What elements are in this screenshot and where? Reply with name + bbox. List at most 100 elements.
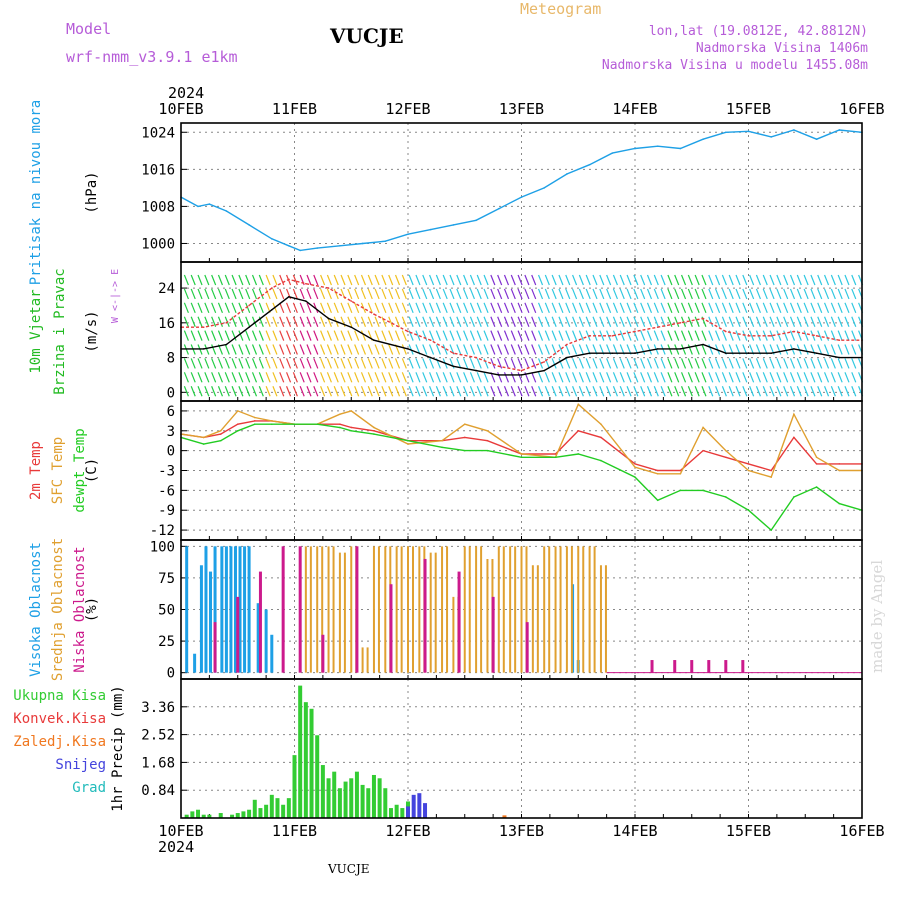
wind-barb [435, 386, 441, 397]
wind-barb [422, 372, 428, 383]
data-point [248, 304, 250, 307]
wind-barb [469, 358, 475, 369]
wind-barb [258, 330, 264, 341]
wind-barb [320, 344, 326, 355]
wind-barb [381, 386, 387, 397]
wind-barb [333, 302, 339, 314]
x-tick-label-bottom: 13FEB [499, 822, 544, 840]
wind-barb [463, 330, 469, 341]
data-point [702, 343, 704, 346]
wind-barb [721, 288, 727, 300]
wind-barb [803, 372, 809, 383]
wind-barb [687, 358, 693, 369]
data-point [463, 423, 466, 425]
wind-barb [463, 302, 469, 314]
wind-barb [803, 302, 809, 314]
wind-barb [449, 288, 455, 300]
wind-barb [674, 288, 680, 300]
data-point [770, 529, 772, 531]
wind-barb [401, 386, 407, 397]
wind-barb [422, 316, 428, 327]
data-point [361, 242, 364, 245]
wind-barb [803, 330, 809, 341]
wind-barb [762, 358, 768, 369]
wind-barb [769, 372, 775, 383]
series-line-temperature-0 [180, 420, 862, 472]
data-point [770, 335, 772, 337]
wind-barb [422, 274, 428, 286]
wind-barb [572, 274, 578, 286]
wind-barb [367, 386, 373, 397]
wind-barb [490, 344, 496, 355]
wind-barb [442, 316, 448, 327]
data-point [600, 423, 602, 425]
wind-barb [578, 302, 584, 314]
wind-barb [789, 358, 796, 369]
wind-barb [374, 302, 380, 314]
wind-barb [279, 358, 285, 369]
wind-barb [510, 330, 516, 341]
wind-barb [313, 274, 319, 286]
wind-barb [415, 358, 421, 369]
wind-barb [374, 316, 380, 327]
wind-barb [510, 274, 516, 286]
bar [406, 806, 410, 818]
wind-barb [660, 358, 666, 369]
wind-barb [715, 330, 721, 341]
wind-barb [687, 372, 693, 383]
wind-barb [708, 344, 714, 355]
wind-barb [285, 386, 292, 397]
y-tick-label: 0.84 [141, 783, 175, 799]
data-point [202, 436, 205, 439]
data-point [577, 403, 580, 406]
wind-barb [599, 274, 605, 286]
station-title: VUCJE [330, 24, 404, 48]
wind-barb [204, 372, 210, 383]
wind-barb [524, 274, 530, 286]
data-point [634, 330, 636, 333]
wind-barb [585, 316, 591, 327]
wind-barb [313, 316, 319, 327]
data-point [656, 473, 659, 475]
wind-barb [810, 386, 816, 397]
wind-barb [190, 358, 196, 369]
wind-barb [558, 386, 564, 397]
wind-barb [783, 288, 789, 300]
wind-barb [231, 316, 237, 327]
wind-barb [490, 288, 496, 300]
wind-barb [612, 316, 618, 327]
data-point [520, 456, 523, 459]
wind-barb [592, 302, 598, 314]
wind-barb [633, 288, 639, 300]
wind-barb [463, 386, 469, 397]
wind-barb [708, 302, 714, 314]
data-point [202, 326, 205, 328]
wind-barb [190, 288, 196, 300]
wind-barb [572, 358, 578, 369]
wind-barb [292, 274, 298, 286]
data-point [316, 247, 319, 249]
wind-barb [326, 386, 332, 397]
wind-barb [374, 288, 380, 300]
bar [209, 571, 213, 673]
bar [411, 794, 416, 818]
wind-barb [456, 386, 462, 397]
wind-barb [606, 302, 612, 314]
wind-barb [388, 274, 394, 286]
wind-barb [456, 330, 462, 341]
wind-barb [592, 358, 598, 369]
wind-barb [224, 344, 230, 355]
wind-barb [619, 302, 625, 314]
wind-barb [837, 316, 843, 327]
wind-barb [394, 358, 401, 369]
wind-barb [510, 372, 516, 383]
wind-barb [803, 358, 809, 369]
data-point [611, 352, 614, 355]
y-axis-label: (C) [84, 458, 100, 483]
wind-barb [183, 316, 189, 327]
bar [264, 609, 268, 673]
bar [724, 660, 728, 673]
data-point [747, 352, 750, 355]
data-point [520, 369, 523, 372]
wind-barb [211, 302, 217, 314]
